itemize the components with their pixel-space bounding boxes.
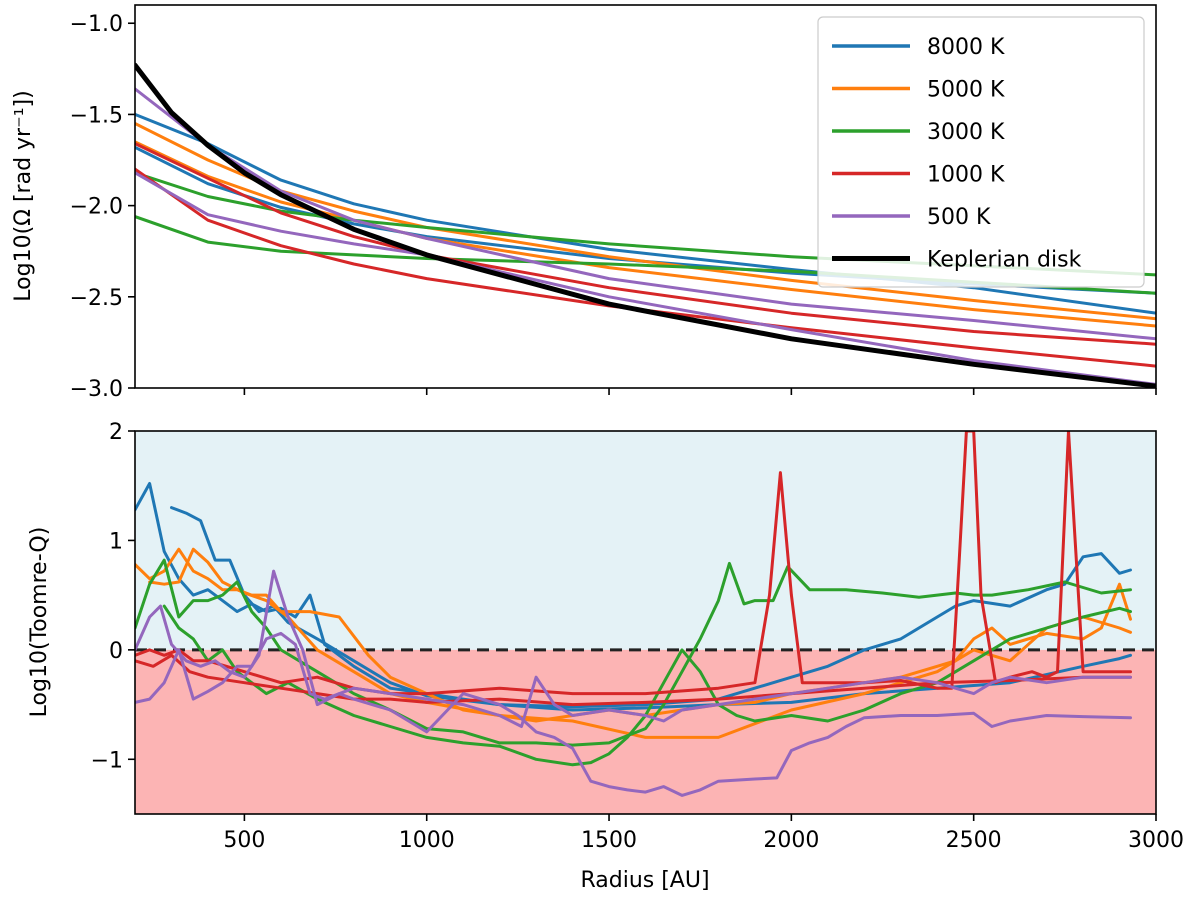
omega-y-ticks: −3.0 −2.5 −2.0 −1.5 −1.0 [70,12,135,402]
series-3000-k-a [135,558,1132,747]
y-tick-label: −1.0 [70,12,123,37]
omega-axes-frame [134,4,1157,389]
omega-y-axis-label: Log10(Ω [rad yr⁻¹]) [11,90,36,301]
x-tick-label: 1500 [581,828,637,853]
region-unstable [135,649,1156,814]
legend-label: Keplerian disk [927,248,1082,273]
series-1000-k-b [135,653,1132,707]
series-500-k-a [135,569,1132,797]
omega-x-ticks [243,388,1157,395]
toomre-x-ticks: 500 1000 1500 2000 2500 3000 [223,814,1184,853]
legend: 8000 K 5000 K 3000 K 1000 K 500 K Keplerian d… [817,16,1145,288]
toomre-y-ticks: −1 0 1 2 [91,420,135,773]
toomre-regions [135,431,1156,814]
y-tick-label: 1 [109,529,123,554]
toomre-series-group [135,431,1132,797]
toomre-y-axis-label: Log10(Toomre-Q) [27,527,52,718]
series-5000-k-b [148,547,1132,739]
toomre-axes-frame [134,430,1157,815]
series-keplerian-disk [135,62,1156,388]
y-tick-label: −1.5 [70,103,123,128]
y-tick-label: −2.5 [70,286,123,311]
toomre-x-axis-label: Radius [AU] [580,868,709,893]
legend-label: 5000 K [927,78,1005,103]
toomre-panel: −1 0 1 2 500 1000 1500 2000 2500 3000 Log10(Toom… [27,420,1184,893]
x-tick-label: 1000 [399,828,455,853]
legend-label: 8000 K [927,35,1005,60]
x-tick-label: 2500 [946,828,1002,853]
x-tick-label: 500 [223,828,265,853]
y-tick-label: 0 [109,639,123,664]
region-stable [135,431,1156,650]
legend-label: 3000 K [927,120,1005,145]
series-1000-k-b [135,167,1156,368]
legend-label: 500 K [927,205,991,230]
omega-series-group [135,62,1156,388]
series-1000-k-a [135,431,1132,696]
x-tick-label: 3000 [1128,828,1184,853]
y-tick-label: −2.0 [70,195,123,220]
legend-label: 1000 K [927,163,1005,188]
series-500-k-b [135,631,1132,728]
legend-box [817,16,1145,288]
omega-panel: −3.0 −2.5 −2.0 −1.5 −1.0 Log10(Ω [rad yr⁻¹])… [11,4,1157,402]
y-tick-label: −1 [91,748,123,773]
y-tick-label: −3.0 [70,377,123,402]
y-tick-label: 2 [109,420,123,445]
x-tick-label: 2000 [763,828,819,853]
